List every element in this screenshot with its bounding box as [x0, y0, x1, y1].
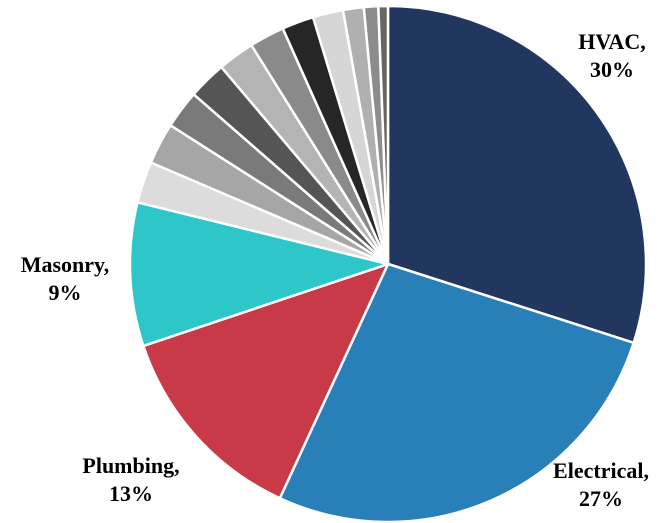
pie-data-labels: HVAC, 30% Electrical, 27% Plumbing, 13% Masonr… [21, 29, 649, 511]
data-label-hvac: HVAC, 30% [578, 29, 645, 82]
data-label-electrical: Electrical, 27% [553, 458, 649, 511]
pie-slice-14 [377, 4, 390, 266]
data-label-plumbing: Plumbing, 13% [82, 453, 179, 506]
pie-slices [128, 4, 648, 523]
pie-slice-hvac [386, 4, 648, 345]
pie-slice-electrical [278, 262, 635, 523]
pie-slice-plumbing [142, 262, 390, 500]
data-label-masonry: Masonry, 9% [21, 252, 110, 305]
pie-slice-masonry [128, 201, 390, 348]
